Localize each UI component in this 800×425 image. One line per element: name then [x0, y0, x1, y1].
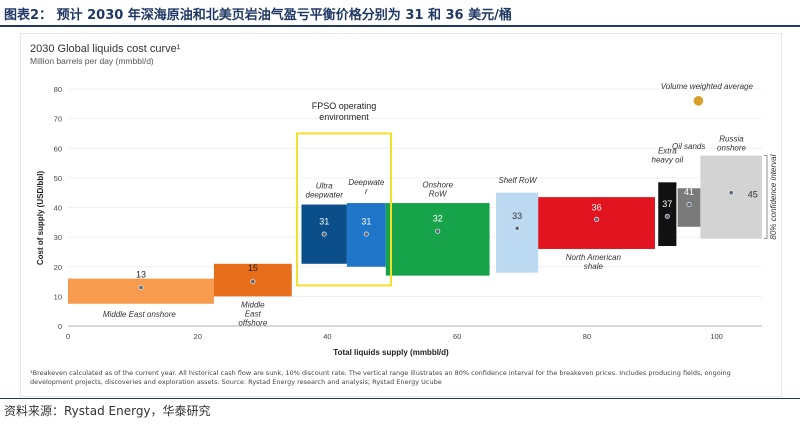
- legend-label: Volume weighted average: [661, 82, 754, 91]
- avg-marker-2: [321, 231, 327, 237]
- bottom-rule: [0, 398, 800, 399]
- confidence-label: 80% confidence interval: [769, 154, 778, 239]
- y-tick-label: 40: [54, 204, 62, 213]
- label-north-american-shale: North American shale: [566, 253, 622, 271]
- label-onshore-row: Onshore RoW: [422, 180, 453, 198]
- bar-8: [677, 188, 701, 227]
- confidence-bracket: [764, 155, 768, 240]
- chart-subtitle: Million barrels per day (mmbbl/d): [30, 56, 154, 66]
- x-tick-label: 60: [453, 332, 461, 341]
- cost-curve-chart: 2030 Global liquids cost curve¹ Million …: [30, 43, 778, 357]
- value-label-3: 31: [361, 217, 371, 227]
- y-axis-title: Cost of supply (USD/bbl): [36, 171, 45, 266]
- chart-title: 2030 Global liquids cost curve¹: [30, 43, 181, 55]
- y-tick-label: 70: [54, 115, 62, 124]
- avg-marker-3: [363, 231, 369, 237]
- segment-labels: 13 15 31 31 32 33 36 37 41 45 Middle East onshore M…: [103, 82, 778, 328]
- value-label-1: 15: [248, 263, 258, 273]
- y-tick-label: 20: [54, 263, 62, 272]
- source-note: 资料来源：Rystad Energy，华泰研究: [4, 404, 211, 418]
- x-tick-label: 20: [194, 332, 202, 341]
- footnote: ¹Breakeven calculated as of the current …: [30, 369, 731, 386]
- fpso-box: [295, 132, 393, 287]
- fpso-label: FPSO operating environment: [312, 101, 377, 122]
- x-tick-label: 100: [710, 332, 723, 341]
- figure-title: 图表2： 预计 2030 年深海原油和北美页岩油气盈亏平衡价格分别为 31 和 …: [4, 8, 512, 23]
- x-axis-title: Total liquids supply (mmbbl/d): [333, 348, 449, 357]
- x-tick-label: 0: [66, 332, 70, 341]
- x-tick-label: 80: [583, 332, 591, 341]
- value-label-6: 36: [592, 202, 602, 212]
- value-label-7: 37: [662, 199, 672, 209]
- value-label-2: 31: [319, 217, 329, 227]
- value-label-5: 33: [512, 211, 522, 221]
- y-tick-label: 80: [54, 85, 62, 94]
- legend-marker: [693, 96, 704, 106]
- avg-marker-5: [514, 225, 520, 231]
- avg-marker-6: [594, 216, 600, 222]
- label-extra-heavy-oil: Extra heavy oil: [652, 147, 684, 165]
- bar-9: [700, 155, 762, 239]
- bar-4: [385, 203, 490, 276]
- bar-6: [538, 197, 655, 249]
- x-tick-label: 40: [323, 332, 331, 341]
- avg-marker-9: [728, 190, 734, 196]
- avg-marker-4: [435, 228, 441, 234]
- y-tick-label: 0: [58, 322, 62, 331]
- chart-panel: 2030 Global liquids cost curve¹ Million …: [20, 33, 782, 397]
- y-tick-label: 30: [54, 233, 62, 242]
- avg-marker-0: [138, 284, 144, 290]
- avg-marker-8: [686, 202, 692, 208]
- bar-5: [496, 192, 539, 273]
- y-tick-label: 10: [54, 292, 62, 301]
- value-label-4: 32: [433, 214, 443, 224]
- avg-marker-7: [664, 213, 670, 219]
- value-label-8: 41: [684, 187, 694, 197]
- label-middle-east-onshore: Middle East onshore: [103, 310, 176, 319]
- y-tick-label: 60: [54, 144, 62, 153]
- bar-0: [68, 278, 214, 304]
- value-label-0: 13: [136, 269, 146, 279]
- y-tick-label: 50: [54, 174, 62, 183]
- title-rule: [0, 25, 800, 27]
- axes: 0 10 20 30 40 50 60 70 80 0 20 40 60 80 100: [54, 85, 762, 341]
- label-middle-east-offshore: Middle East offshore: [238, 301, 267, 328]
- label-shelf-row: Shelf RoW: [498, 176, 538, 185]
- cost-bars: [68, 132, 762, 304]
- value-label-9: 45: [748, 190, 758, 200]
- label-deepwater: Deepwate r: [348, 178, 385, 196]
- label-russia-onshore: Russia onshore: [717, 134, 746, 152]
- avg-marker-1: [250, 279, 256, 285]
- label-ultra-deepwater: Ultra deepwater: [306, 182, 344, 200]
- label-oil-sands: Oil sands: [672, 142, 705, 151]
